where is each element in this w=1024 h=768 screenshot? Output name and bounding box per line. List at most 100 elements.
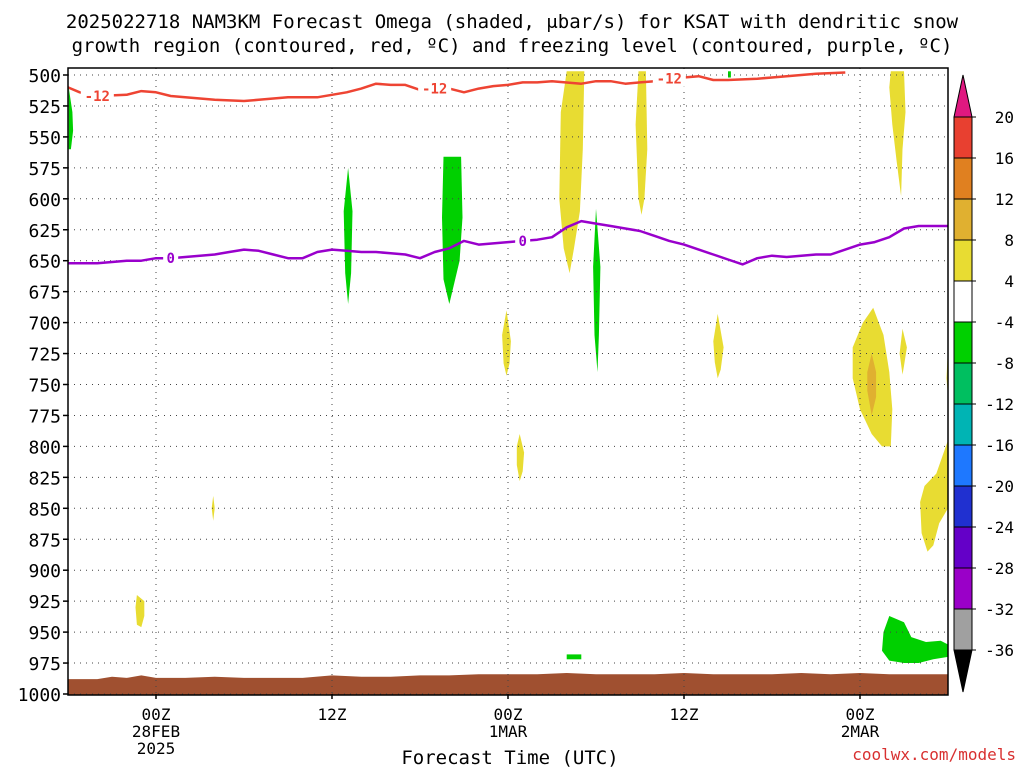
y-tick-label: 575	[28, 159, 61, 180]
x-tick-label: 28FEB	[132, 722, 180, 741]
y-tick-label: 875	[28, 530, 61, 551]
y-tick-label: 825	[28, 468, 61, 489]
x-axis-label: Forecast Time (UTC)	[401, 747, 618, 768]
x-tick-label: 12Z	[318, 705, 347, 724]
y-tick-label: 850	[28, 499, 61, 520]
colorbar-bin	[953, 362, 973, 405]
y-tick-label: 675	[28, 283, 61, 304]
colorbar-bin	[953, 157, 973, 200]
dgz-contour-line-label-bg	[80, 88, 114, 105]
colorbar-bin	[953, 485, 973, 528]
plot-area: -12 -12 -12 0 0	[67, 67, 949, 696]
omega-region-17	[920, 440, 948, 552]
colorbar-label: -12	[985, 395, 1014, 414]
dgz-contour-line-label: -12	[85, 89, 110, 105]
omega-region-15	[899, 328, 907, 375]
omega-region-19	[867, 353, 877, 416]
omega-region-10	[502, 310, 511, 376]
colorbar-label: 4	[1004, 272, 1014, 291]
freezing-level-line-label-bg	[515, 232, 531, 249]
omega-region-8	[635, 71, 648, 215]
omega-region-13	[135, 595, 145, 628]
colorbar-label: -4	[995, 313, 1014, 332]
colorbar-bin	[953, 116, 973, 159]
freezing-level-line-label-bg	[163, 250, 179, 267]
colorbar-arrow-high	[953, 74, 973, 118]
colorbar-label: 12	[995, 190, 1014, 209]
colorbar-bin	[953, 526, 973, 569]
colorbar-bin	[953, 280, 973, 323]
omega-region-1	[343, 167, 353, 304]
colorbar-label: -28	[985, 559, 1014, 578]
y-tick-label: 1000	[18, 685, 61, 706]
y-tick-label: 500	[28, 66, 61, 87]
y-tick-label: 775	[28, 406, 61, 427]
x-tick-label: 2025	[137, 739, 176, 758]
omega-region-3	[593, 208, 601, 373]
colorbar-label: 16	[995, 149, 1014, 168]
colorbar-label: -32	[985, 600, 1014, 619]
y-axis: 500 525 550 575 600 625 650 675 700 725 750 775 800 8…	[18, 66, 68, 706]
colorbar-label: 20	[995, 108, 1014, 127]
colorbar-label: -16	[985, 436, 1014, 455]
chart-title-line-2: growth region (contoured, red, ºC) and f…	[72, 35, 953, 57]
grid-layer	[68, 68, 948, 695]
colorbar-bin	[953, 444, 973, 487]
omega-region-14	[713, 313, 724, 379]
colorbar-label: 8	[1004, 231, 1014, 250]
colorbar-bin	[953, 239, 973, 282]
contour-layer: -12 -12 -12 0 0	[67, 70, 948, 267]
y-tick-label: 800	[28, 437, 61, 458]
terrain-fill	[68, 673, 948, 695]
omega-region-6	[728, 71, 731, 78]
colorbar: 20 16 12 8 4 -4 -8 -12 -16 -20 -24 -28 -32 -36	[953, 74, 1014, 693]
freezing-level-line-label: 0	[166, 251, 174, 267]
freezing-level-line-label: 0	[518, 234, 526, 250]
omega-region-9	[889, 71, 906, 197]
omega-region-2	[442, 156, 463, 304]
omega-region-12	[211, 495, 215, 521]
colorbar-label: -8	[995, 354, 1014, 373]
x-tick-label: 00Z	[494, 705, 523, 724]
y-tick-label: 925	[28, 592, 61, 613]
colorbar-arrow-low	[953, 649, 973, 693]
x-tick-label: 1MAR	[489, 722, 528, 741]
dgz-contour-line	[67, 71, 846, 103]
colorbar-bin	[953, 403, 973, 446]
x-tick-label: 00Z	[142, 705, 171, 724]
omega-region-0	[68, 87, 74, 150]
colorbar-label: -24	[985, 518, 1014, 537]
dgz-contour-line-label: -12	[422, 82, 447, 98]
omega-region-5	[882, 616, 948, 663]
x-tick-label: 00Z	[846, 705, 875, 724]
omega-region-4	[566, 654, 582, 660]
y-tick-label: 525	[28, 97, 61, 118]
y-tick-label: 975	[28, 654, 61, 675]
dgz-contour-line-label-bg	[418, 80, 452, 97]
chart-title-line-1: 2025022718 NAM3KM Forecast Omega (shaded…	[66, 11, 959, 33]
credit-text: coolwx.com/models	[852, 745, 1016, 764]
y-tick-label: 725	[28, 345, 61, 366]
y-tick-label: 625	[28, 221, 61, 242]
omega-shaded-regions	[68, 71, 948, 663]
colorbar-label: -20	[985, 477, 1014, 496]
omega-region-11	[516, 434, 525, 482]
colorbar-bin	[953, 198, 973, 241]
colorbar-bin	[953, 321, 973, 364]
y-tick-label: 950	[28, 623, 61, 644]
y-tick-label: 650	[28, 252, 61, 273]
colorbar-label: -36	[985, 641, 1014, 660]
y-tick-label: 550	[28, 128, 61, 149]
y-tick-label: 900	[28, 561, 61, 582]
terrain-layer	[68, 673, 948, 695]
colorbar-bin	[953, 567, 973, 610]
x-tick-label: 2MAR	[841, 722, 880, 741]
dgz-contour-line-label-bg	[652, 70, 686, 87]
y-tick-label: 750	[28, 376, 61, 397]
y-tick-label: 600	[28, 190, 61, 211]
y-tick-label: 700	[28, 314, 61, 335]
dgz-contour-line-label: -12	[657, 72, 682, 88]
colorbar-bin	[953, 608, 973, 651]
